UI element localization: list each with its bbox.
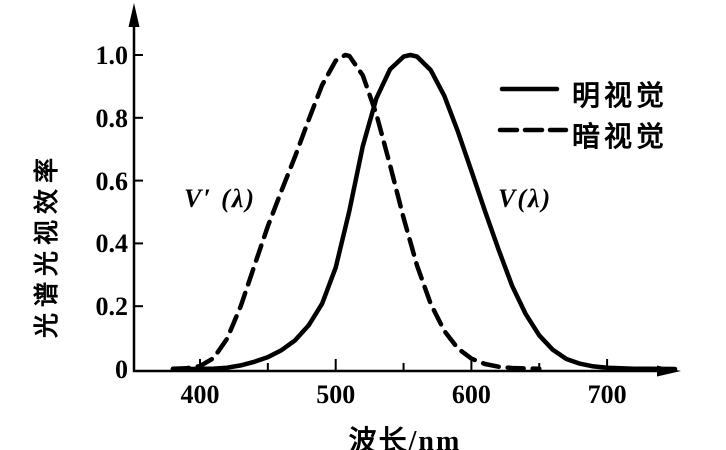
legend-label-photopic: 明视觉 xyxy=(572,81,669,112)
y-tick-label: 0.8 xyxy=(95,103,129,133)
curve-label-photopic: V(λ) xyxy=(498,184,553,213)
y-axis-title: 光谱光视效率 xyxy=(34,152,61,339)
legend-label-scotopic: 暗视觉 xyxy=(572,122,669,153)
curves xyxy=(170,52,678,372)
x-tick-label: 600 xyxy=(451,380,491,409)
x-tick-label: 400 xyxy=(180,380,220,409)
x-axis-title: 波长/nm xyxy=(348,426,462,450)
curve-photopic xyxy=(170,52,678,372)
y-tick-label: 0.4 xyxy=(95,229,129,259)
y-tick-label: 1.0 xyxy=(95,41,129,70)
curve-label-scotopic: V′ (λ) xyxy=(184,184,257,213)
x-tick-label: 700 xyxy=(587,380,627,409)
y-tick-label: 0.6 xyxy=(95,166,129,196)
y-axis-arrow-icon xyxy=(128,3,140,27)
x-tick-label: 500 xyxy=(316,380,356,409)
curve-scotopic xyxy=(170,52,542,372)
y-tick-label: 0.2 xyxy=(95,292,129,322)
y-tick-label: 0 xyxy=(115,355,128,384)
